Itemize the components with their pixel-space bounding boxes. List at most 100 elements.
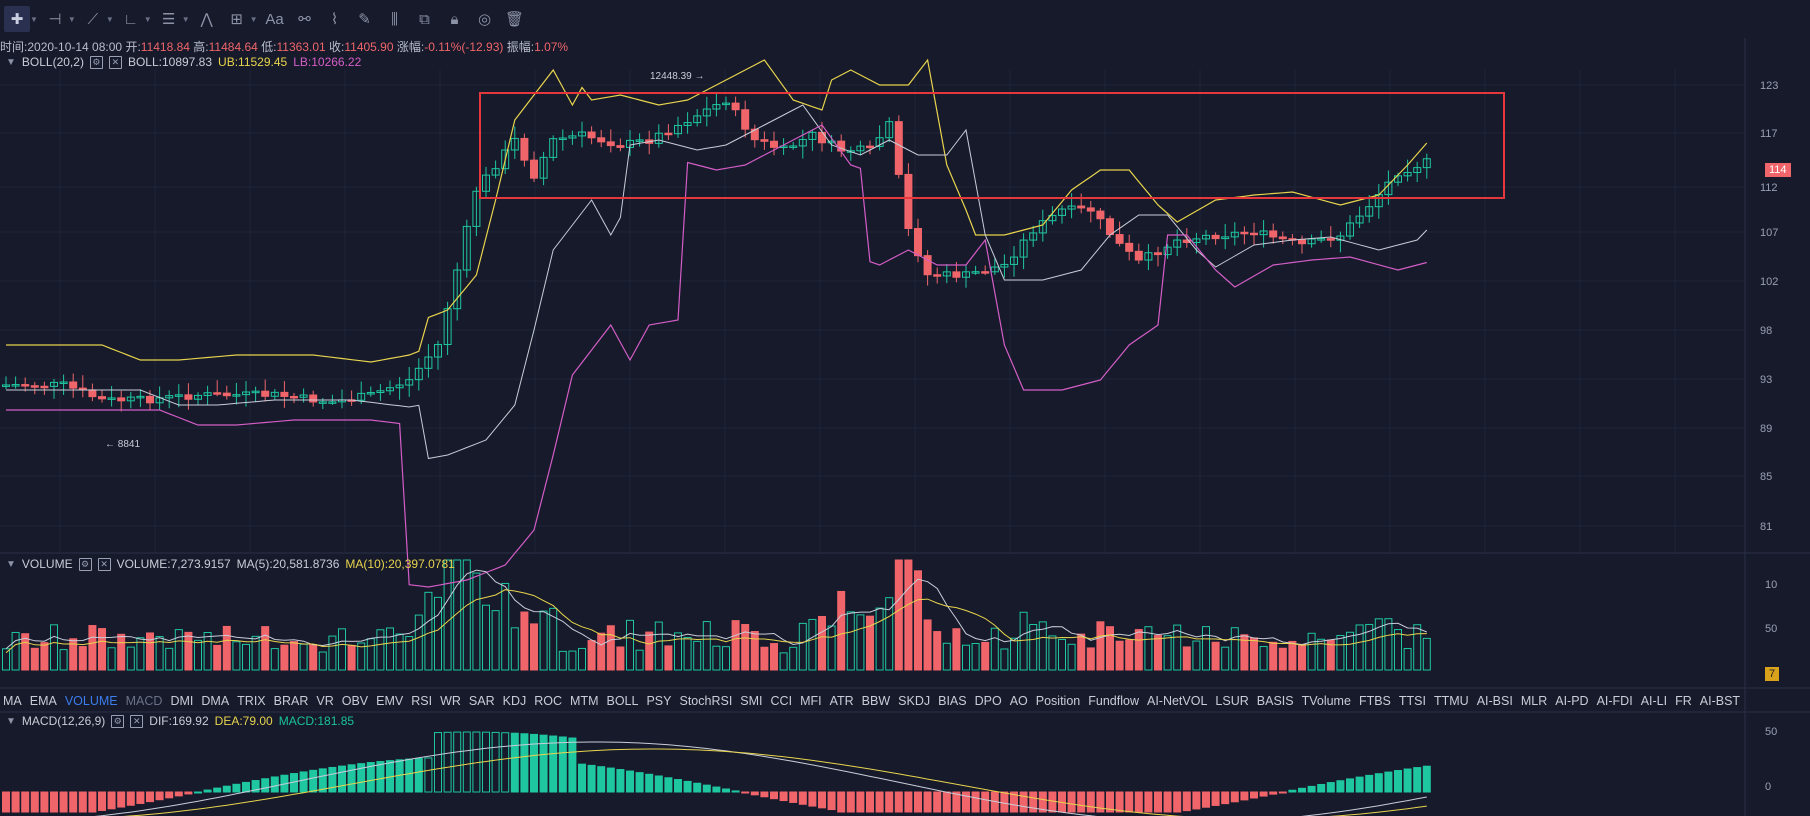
tab-rsi[interactable]: RSI: [411, 694, 433, 708]
chevron-down-icon[interactable]: ▼: [6, 558, 16, 570]
volume-bar: [1144, 626, 1153, 671]
tab-ai-li[interactable]: AI-LI: [1640, 694, 1668, 708]
trash-icon[interactable]: 🗑︎: [505, 11, 525, 28]
tab-mlr[interactable]: MLR: [1520, 694, 1548, 708]
tab-brar[interactable]: BRAR: [273, 694, 309, 708]
tab-obv[interactable]: OBV: [341, 694, 369, 708]
macd-bar: [1221, 791, 1230, 805]
tab-cci[interactable]: CCI: [770, 694, 793, 708]
settings-icon[interactable]: ⚙: [89, 55, 103, 69]
parallel-lines-icon[interactable]: ☰: [161, 11, 176, 28]
tab-sar[interactable]: SAR: [468, 694, 495, 708]
tab-mtm[interactable]: MTM: [570, 694, 599, 708]
volume-bar: [155, 636, 164, 671]
macd-bar: [462, 731, 471, 793]
volume-bar: [50, 624, 58, 671]
candle: [990, 266, 999, 273]
tab-fundflow[interactable]: Fundflow: [1088, 694, 1139, 708]
tab-ftbs[interactable]: FTBS: [1358, 694, 1391, 708]
macd-bar: [1134, 791, 1143, 813]
macd-bar: [69, 791, 78, 813]
tab-smi[interactable]: SMI: [740, 694, 763, 708]
candle: [856, 145, 865, 152]
chevron-down-icon[interactable]: ▼: [6, 715, 16, 727]
tab-tvolume[interactable]: TVolume: [1301, 694, 1351, 708]
tab-fr[interactable]: FR: [1675, 694, 1692, 708]
tab-lsur[interactable]: LSUR: [1215, 694, 1249, 708]
tab-ai-netvol[interactable]: AI-NetVOL: [1146, 694, 1208, 708]
volume-bar: [1010, 637, 1018, 671]
candle: [40, 385, 49, 389]
tab-ai-bst[interactable]: AI-BST: [1699, 694, 1741, 708]
tab-macd[interactable]: MACD: [125, 694, 163, 708]
text-icon[interactable]: Aa: [265, 10, 284, 28]
crosshair-icon[interactable]: ✚: [4, 6, 30, 32]
tab-ao[interactable]: AO: [1009, 694, 1028, 708]
zigzag-icon[interactable]: ⋀: [200, 11, 213, 28]
tab-stochrsi[interactable]: StochRSI: [679, 694, 733, 708]
candle: [242, 391, 250, 396]
eye-icon[interactable]: ◎: [477, 11, 492, 28]
ruler-icon[interactable]: ⌇: [330, 11, 339, 28]
tab-kdj[interactable]: KDJ: [502, 694, 527, 708]
tab-ttmu[interactable]: TTMU: [1433, 694, 1469, 708]
settings-icon[interactable]: ⚙: [111, 714, 125, 728]
frame-icon[interactable]: ⊞: [230, 11, 243, 28]
tab-vr[interactable]: VR: [316, 694, 334, 708]
amplitude-label: 振幅:: [506, 40, 535, 54]
tab-ema[interactable]: EMA: [29, 694, 57, 708]
macd-bar: [645, 773, 654, 793]
tab-roc[interactable]: ROC: [534, 694, 563, 708]
tab-ai-fdi[interactable]: AI-FDI: [1596, 694, 1633, 708]
tab-basis[interactable]: BASIS: [1256, 694, 1294, 708]
candle: [654, 132, 663, 144]
macd-bar: [1413, 767, 1422, 793]
copy-icon[interactable]: ⧉: [419, 10, 430, 28]
volume-bar: [338, 628, 346, 671]
lock-icon[interactable]: 🔒︎: [450, 10, 459, 28]
tab-trix[interactable]: TRIX: [237, 694, 266, 708]
tab-dmi[interactable]: DMI: [170, 694, 194, 708]
tab-ai-bsi[interactable]: AI-BSI: [1476, 694, 1513, 708]
candle: [405, 379, 414, 386]
tab-dpo[interactable]: DPO: [974, 694, 1002, 708]
close-icon[interactable]: ✕: [130, 714, 144, 728]
volume-bar: [136, 637, 145, 671]
volume-bar: [174, 629, 183, 671]
tab-ttsi[interactable]: TTSI: [1398, 694, 1426, 708]
volume-bar: [11, 631, 20, 671]
pattern-icon[interactable]: ⚯: [298, 11, 311, 28]
tab-psy[interactable]: PSY: [646, 694, 672, 708]
tab-bbw[interactable]: BBW: [861, 694, 891, 708]
tab-position[interactable]: Position: [1035, 694, 1081, 708]
horizontal-line-icon[interactable]: ⊣: [48, 11, 62, 28]
bars-icon[interactable]: ⫼: [391, 10, 398, 28]
tab-ma[interactable]: MA: [3, 694, 22, 708]
tab-atr[interactable]: ATR: [829, 694, 854, 708]
tab-dma[interactable]: DMA: [201, 694, 230, 708]
tab-ai-pd[interactable]: AI-PD: [1555, 694, 1589, 708]
tab-wr[interactable]: WR: [440, 694, 461, 708]
macd-bar: [750, 791, 759, 796]
tab-emv[interactable]: EMV: [376, 694, 404, 708]
close-icon[interactable]: ✕: [108, 55, 122, 69]
angle-icon[interactable]: ∟: [123, 10, 139, 28]
candle: [203, 392, 212, 396]
tab-bias[interactable]: BIAS: [938, 694, 967, 708]
amplitude-value: 1.07%: [534, 40, 569, 54]
close-icon[interactable]: ✕: [97, 557, 111, 571]
brush-icon[interactable]: ✎: [358, 11, 371, 28]
macd-bar: [510, 732, 519, 793]
volume-bar: [1134, 629, 1143, 671]
candle: [1115, 234, 1124, 244]
macd-axis-label: 0: [1765, 781, 1771, 793]
settings-icon[interactable]: ⚙: [78, 557, 92, 571]
tab-boll[interactable]: BOLL: [606, 694, 639, 708]
tab-mfi[interactable]: MFI: [800, 694, 822, 708]
chevron-down-icon[interactable]: ▼: [6, 56, 16, 68]
trend-line-icon[interactable]: ⟋: [87, 10, 99, 28]
candle: [875, 137, 884, 147]
tab-skdj[interactable]: SKDJ: [898, 694, 931, 708]
tab-volume[interactable]: VOLUME: [64, 694, 118, 708]
